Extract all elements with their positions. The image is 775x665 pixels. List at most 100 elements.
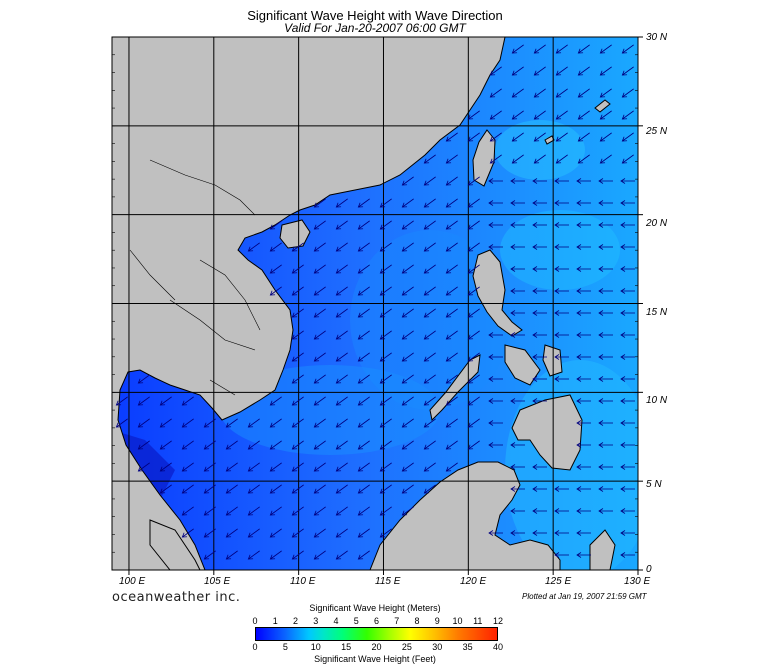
colorbar-meter-tick: 4: [333, 616, 339, 626]
wave-direction-arrow: [203, 528, 216, 538]
wave-direction-arrow: [510, 178, 525, 184]
wave-direction-arrow: [576, 288, 591, 294]
wave-direction-arrow: [510, 200, 525, 206]
wave-direction-arrow: [620, 310, 635, 316]
colorbar-meter-tick: 5: [353, 616, 359, 626]
wave-direction-arrow: [269, 220, 282, 230]
wave-direction-arrow: [620, 552, 635, 558]
lat-label: 5 N: [646, 479, 662, 490]
colorbar-meter-tick: 11: [473, 616, 483, 626]
wave-direction-arrow: [510, 244, 525, 250]
wave-direction-arrow: [379, 330, 392, 340]
map-title: Significant Wave Height with Wave Direct…: [247, 8, 503, 23]
wave-direction-arrow: [269, 550, 282, 560]
wave-direction-arrow: [599, 88, 612, 98]
wave-direction-arrow: [225, 462, 238, 472]
wave-direction-arrow: [445, 286, 458, 296]
brand-logo: oceanweather inc.: [112, 590, 241, 605]
wave-direction-arrow: [313, 330, 326, 340]
wave-direction-arrow: [467, 396, 480, 406]
wave-direction-arrow: [181, 418, 194, 428]
colorbar: [255, 627, 498, 641]
wave-direction-arrow: [533, 154, 546, 164]
wave-direction-arrow: [532, 222, 547, 228]
wave-direction-arrow: [291, 484, 304, 494]
wave-direction-arrow: [577, 44, 590, 54]
wave-direction-arrow: [620, 464, 635, 470]
wave-direction-arrow: [554, 332, 569, 338]
wave-direction-arrow: [445, 198, 458, 208]
wave-direction-arrow: [357, 308, 370, 318]
colorbar-meters-title: Significant Wave Height (Meters): [309, 603, 441, 613]
plotted-timestamp: Plotted at Jan 19, 2007 21:59 GMT: [522, 592, 647, 601]
wave-direction-arrow: [532, 332, 547, 338]
lon-label: 115 E: [375, 576, 401, 587]
wave-direction-arrow: [576, 354, 591, 360]
wave-direction-arrow: [577, 132, 590, 142]
wave-direction-arrow: [576, 398, 591, 404]
wave-direction-arrow: [379, 506, 392, 516]
wave-direction-arrow: [620, 486, 635, 492]
wave-direction-arrow: [313, 220, 326, 230]
wave-direction-arrow: [357, 506, 370, 516]
wave-direction-arrow: [554, 200, 569, 206]
lon-label: 110 E: [290, 576, 316, 587]
lon-label: 100 E: [119, 576, 146, 587]
colorbar-feet-tick: 5: [282, 642, 288, 652]
wave-direction-arrow: [554, 508, 569, 514]
wave-direction-arrow: [335, 418, 348, 428]
wave-direction-arrow: [335, 308, 348, 318]
wave-direction-arrow: [598, 222, 613, 228]
wave-direction-arrow: [598, 332, 613, 338]
wave-direction-arrow: [357, 264, 370, 274]
lon-label: 105 E: [204, 576, 231, 587]
wave-direction-arrow: [577, 110, 590, 120]
wave-direction-arrow: [423, 286, 436, 296]
wave-direction-arrow: [357, 220, 370, 230]
colorbar-meter-tick: 7: [394, 616, 400, 626]
wave-direction-arrow: [532, 288, 547, 294]
lon-label: 130 E: [624, 576, 651, 587]
wave-direction-arrow: [576, 442, 591, 448]
wave-direction-arrow: [532, 398, 547, 404]
axis-ticks: [112, 36, 643, 575]
wave-direction-arrow: [598, 376, 613, 382]
wave-direction-arrow: [599, 154, 612, 164]
wave-direction-arrow: [488, 376, 503, 382]
wave-direction-arrow: [159, 418, 172, 428]
wave-direction-arrow: [510, 310, 525, 316]
wave-direction-arrow: [269, 528, 282, 538]
wave-direction-arrow: [225, 506, 238, 516]
wave-direction-arrow: [313, 286, 326, 296]
wave-direction-arrow: [488, 398, 503, 404]
wave-direction-arrow: [379, 528, 392, 538]
wave-direction-arrow: [335, 374, 348, 384]
wave-direction-arrow: [510, 530, 525, 536]
wave-direction-arrow: [291, 286, 304, 296]
wave-direction-arrow: [467, 418, 480, 428]
wave-direction-arrow: [532, 244, 547, 250]
wave-direction-arrow: [335, 220, 348, 230]
mainland-asia: [112, 37, 506, 570]
colorbar-feet-tick: 10: [310, 642, 321, 652]
wave-direction-arrow: [467, 242, 480, 252]
wave-direction-arrow: [621, 132, 634, 142]
wave-direction-arrow: [467, 440, 480, 450]
wave-direction-arrow: [181, 484, 194, 494]
wave-direction-arrow: [291, 352, 304, 362]
colorbar-meter-tick: 0: [252, 616, 258, 626]
wave-direction-arrow: [225, 550, 238, 560]
wave-direction-arrow: [620, 420, 635, 426]
wave-direction-arrow: [423, 352, 436, 362]
taiwan-island: [472, 129, 496, 187]
wave-direction-arrow: [488, 244, 503, 250]
colorbar-meter-tick: 8: [414, 616, 420, 626]
wave-direction-arrow: [489, 66, 502, 76]
wave-direction-arrow: [577, 154, 590, 164]
wave-direction-arrow: [555, 44, 568, 54]
wave-direction-arrow: [510, 486, 525, 492]
wave-direction-arrow: [335, 286, 348, 296]
wave-direction-arrow: [401, 286, 414, 296]
wave-direction-arrow: [576, 486, 591, 492]
wave-direction-arrow: [489, 132, 502, 142]
